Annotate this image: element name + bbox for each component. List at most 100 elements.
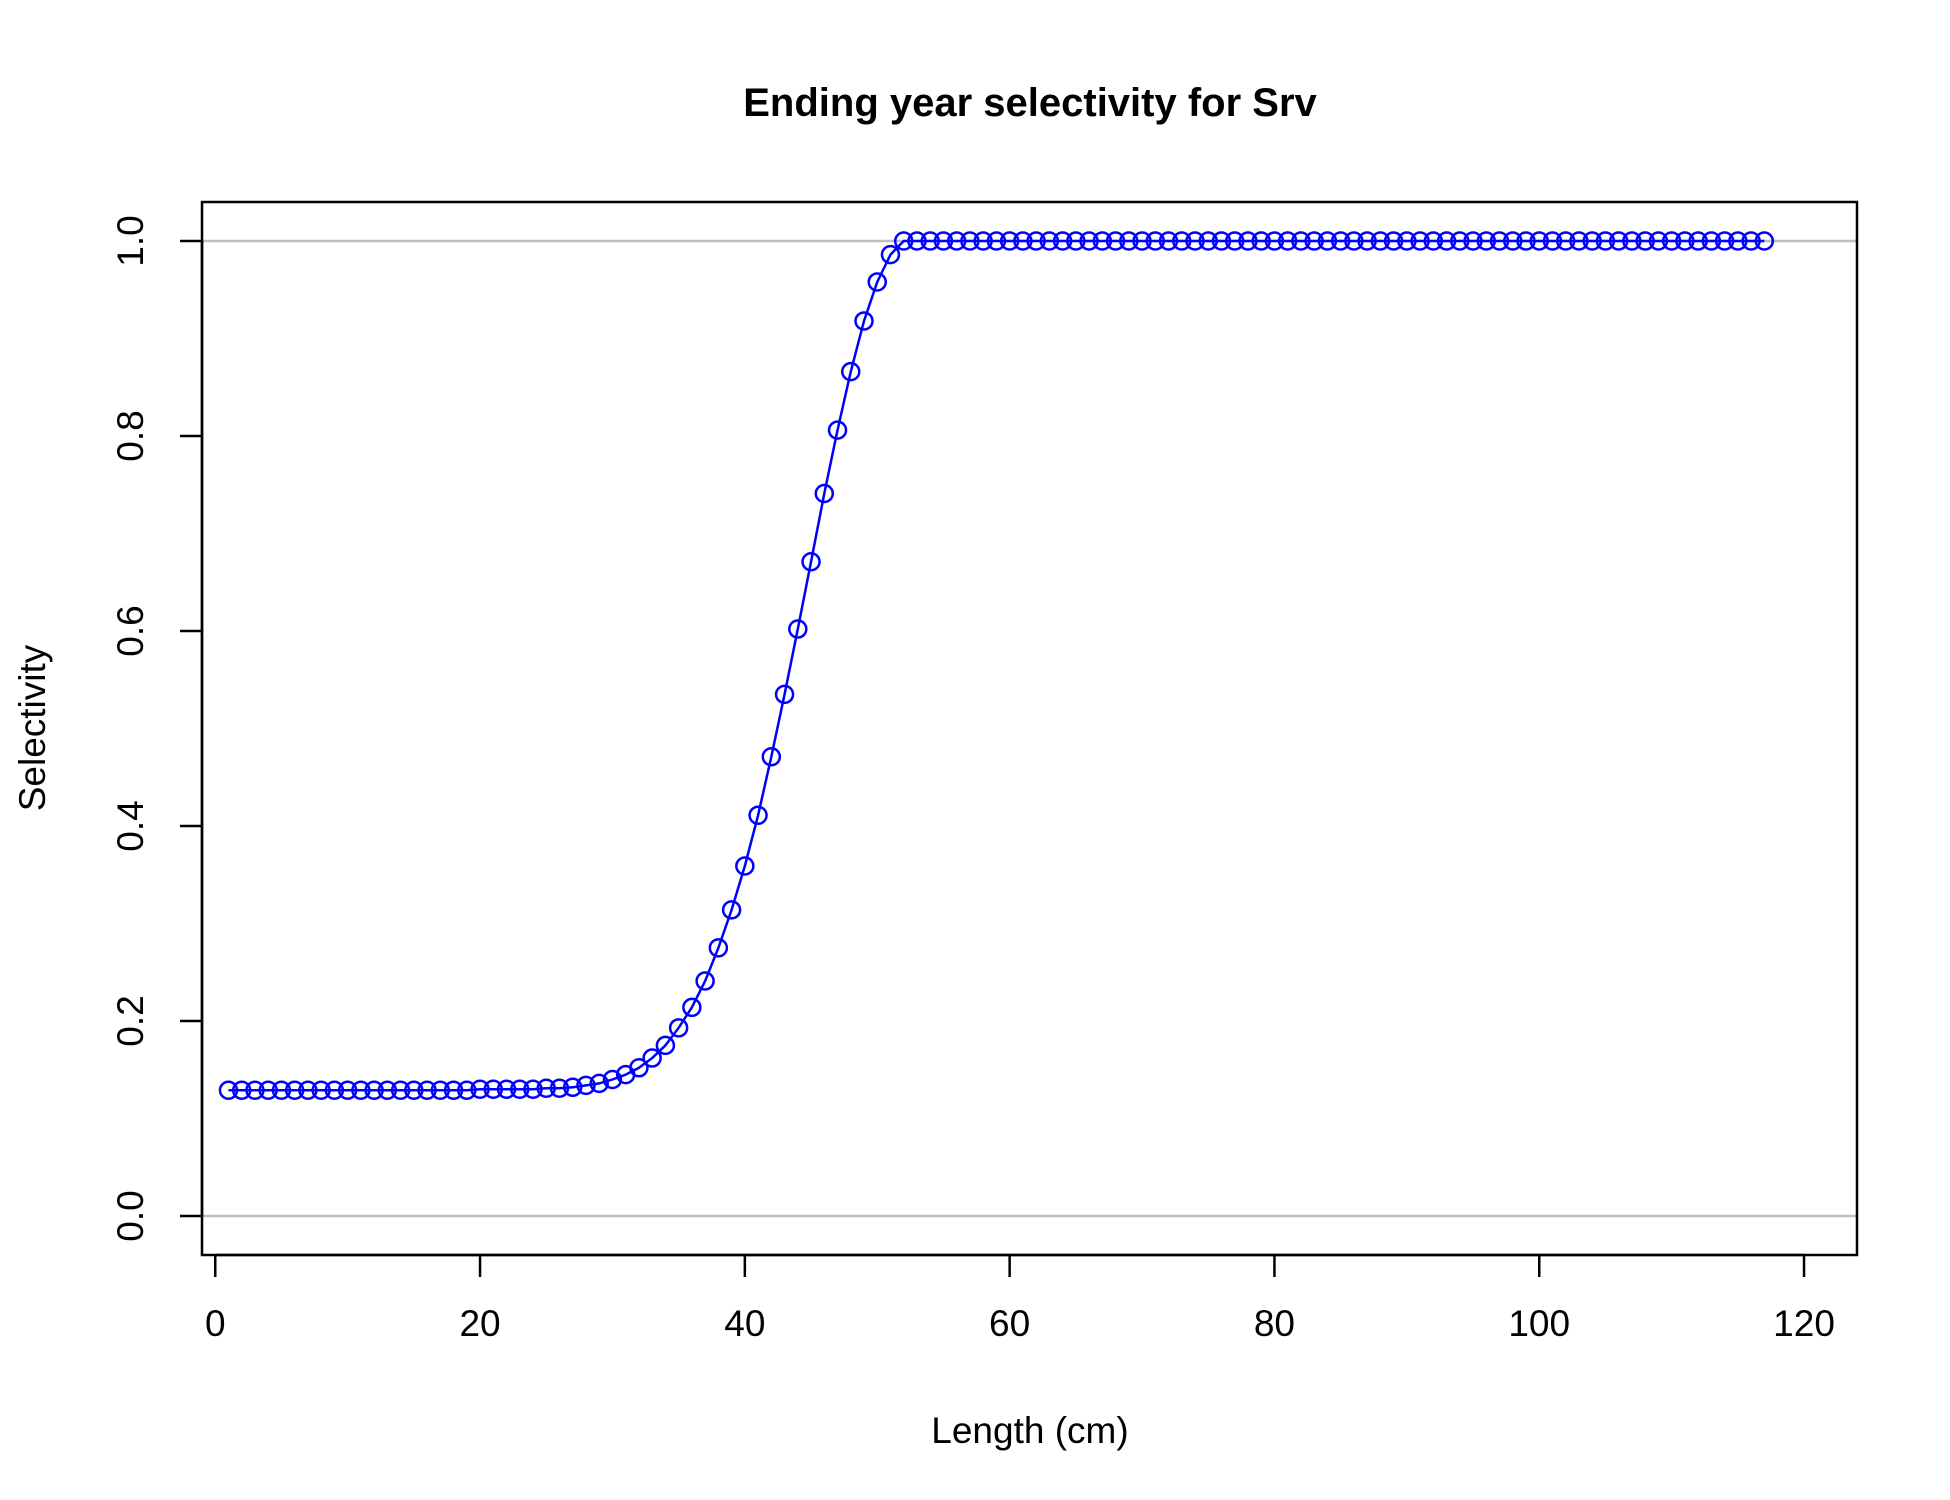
data-point — [562, 1077, 583, 1098]
data-point — [1079, 231, 1099, 251]
data-point — [1542, 231, 1563, 251]
data-point — [695, 971, 715, 991]
data-point — [1423, 231, 1444, 251]
data-point — [1569, 231, 1589, 251]
data-point — [1635, 231, 1655, 251]
data-point — [1132, 231, 1152, 251]
y-tick-label: 0.0 — [110, 1190, 151, 1241]
data-point — [298, 1080, 318, 1100]
x-axis-label: Length (cm) — [931, 1410, 1128, 1451]
data-point — [1701, 231, 1722, 251]
data-point — [1145, 231, 1166, 251]
data-point — [1622, 231, 1642, 251]
reference-lines — [202, 239, 1857, 1218]
data-point — [1555, 231, 1576, 251]
data-point — [1463, 231, 1483, 251]
data-point — [1397, 231, 1417, 251]
data-point — [364, 1080, 384, 1100]
data-point — [774, 684, 795, 705]
data-point — [748, 805, 768, 826]
data-point — [1052, 231, 1073, 251]
data-point — [1595, 231, 1616, 251]
data-point — [1291, 231, 1311, 251]
y-tick-label: 1.0 — [110, 215, 151, 266]
data-point — [1026, 231, 1046, 251]
x-tick-label: 20 — [459, 1303, 500, 1344]
data-point — [245, 1080, 265, 1100]
data-point — [1158, 231, 1179, 251]
data-point — [284, 1080, 305, 1100]
data-point — [1330, 231, 1351, 251]
data-point — [324, 1080, 345, 1100]
y-tick-label: 0.6 — [110, 605, 151, 656]
data-point — [1675, 231, 1695, 251]
data-point — [814, 483, 835, 504]
data-point — [1436, 231, 1457, 251]
data-point — [801, 552, 821, 572]
data-point — [1516, 231, 1536, 251]
data-point — [655, 1035, 676, 1056]
data-point — [258, 1080, 278, 1100]
y-tick-label: 0.8 — [110, 410, 151, 461]
data-point — [1741, 231, 1761, 251]
data-point — [1105, 231, 1126, 251]
data-point — [1039, 231, 1060, 251]
data-point — [946, 231, 967, 251]
data-point — [999, 231, 1020, 251]
x-tick-label: 120 — [1773, 1303, 1835, 1344]
data-point — [973, 231, 993, 251]
data-point — [986, 231, 1007, 251]
chart-title: Ending year selectivity for Srv — [743, 81, 1317, 125]
data-point — [1582, 231, 1602, 251]
data-point — [1172, 231, 1192, 251]
data-point — [907, 231, 927, 251]
data-point — [510, 1079, 530, 1099]
data-point — [1264, 231, 1285, 251]
data-point — [1608, 231, 1629, 251]
data-point — [1224, 231, 1245, 251]
data-point — [602, 1069, 623, 1090]
data-point — [1013, 231, 1033, 251]
y-axis-label: Selectivity — [12, 644, 53, 811]
data-point — [1198, 231, 1218, 251]
data-point — [1304, 231, 1324, 251]
data-point — [351, 1080, 371, 1100]
data-point — [1238, 231, 1258, 251]
x-tick-label: 80 — [1254, 1303, 1295, 1344]
y-tick-label: 0.2 — [110, 995, 151, 1046]
data-point — [483, 1079, 504, 1099]
data-point — [1344, 231, 1364, 251]
data-point — [1754, 231, 1775, 251]
data-point — [1185, 231, 1205, 251]
data-point — [337, 1080, 358, 1100]
data-point — [1450, 231, 1470, 251]
data-point — [827, 420, 848, 440]
series-line — [228, 239, 1765, 1092]
data-point — [271, 1080, 292, 1100]
data-point — [960, 231, 980, 251]
data-point — [576, 1075, 596, 1096]
data-point — [1277, 231, 1298, 251]
y-tick-label: 0.4 — [110, 800, 151, 851]
data-point — [867, 272, 887, 292]
data-point — [549, 1078, 570, 1099]
data-point — [668, 1018, 689, 1038]
data-point — [788, 619, 808, 639]
data-point — [1648, 231, 1669, 251]
data-point — [920, 231, 940, 251]
data-point — [629, 1058, 649, 1078]
data-point — [642, 1048, 662, 1068]
data-point — [1503, 231, 1523, 251]
data-point — [523, 1079, 543, 1099]
data-point — [404, 1080, 424, 1100]
data-point — [841, 361, 861, 382]
data-point — [589, 1073, 609, 1094]
data-point — [1119, 231, 1139, 251]
x-axis: 0 20 40 60 80 100 120 — [205, 1253, 1835, 1344]
data-point — [457, 1080, 477, 1100]
data-point — [854, 311, 874, 331]
data-point — [1661, 231, 1682, 251]
data-point — [218, 1080, 239, 1100]
data-point — [880, 244, 901, 265]
x-tick-label: 60 — [989, 1303, 1030, 1344]
